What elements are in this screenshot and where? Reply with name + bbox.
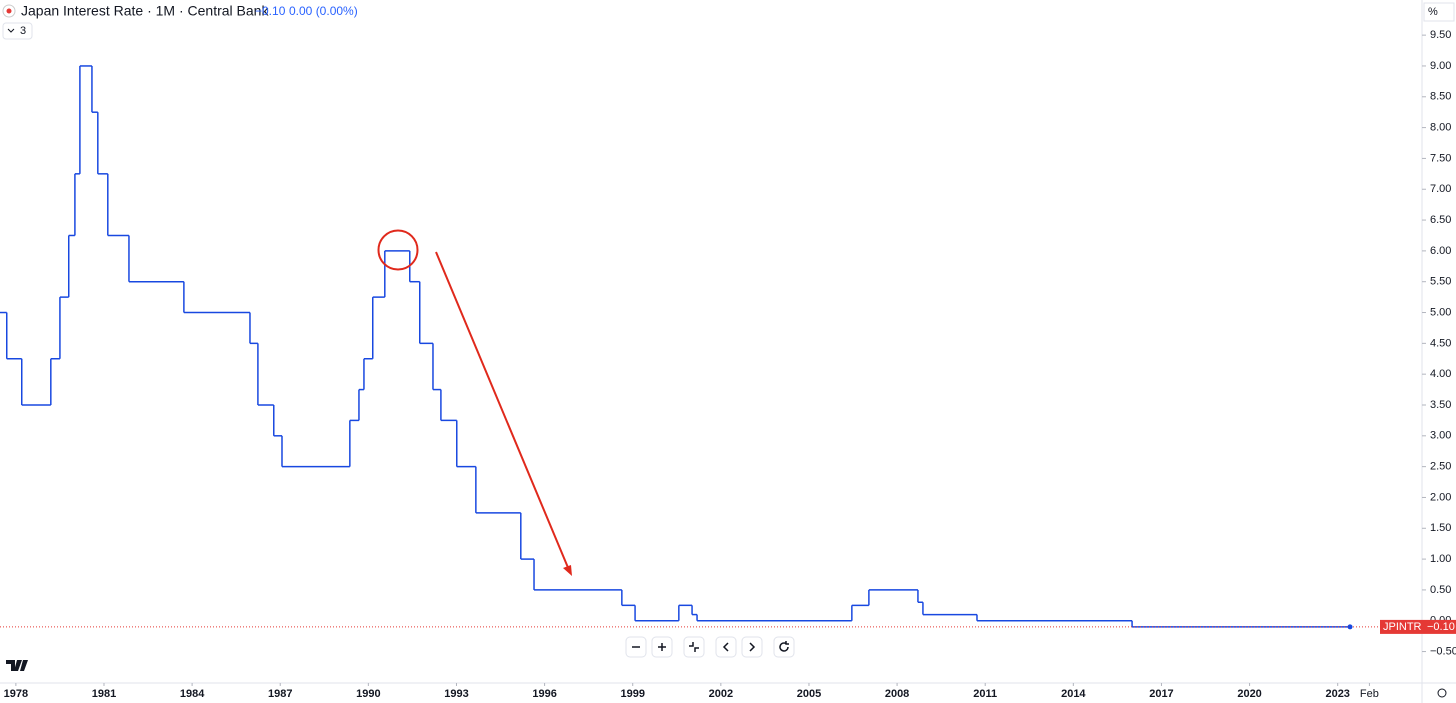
x-tick-label: 1981 bbox=[92, 688, 116, 700]
icon bbox=[658, 643, 666, 651]
y-tick-label: 6.50 bbox=[1430, 214, 1451, 226]
y-tick-label: 2.50 bbox=[1430, 461, 1451, 473]
y-tick-label: 5.50 bbox=[1430, 276, 1451, 288]
x-tick-label: Feb bbox=[1360, 688, 1379, 700]
x-tick-label: 2005 bbox=[797, 688, 821, 700]
x-tick-label: 2008 bbox=[885, 688, 909, 700]
y-tick-label: 3.00 bbox=[1430, 430, 1451, 442]
reset-chart[interactable] bbox=[773, 636, 795, 658]
x-tick-label: 2011 bbox=[973, 688, 997, 700]
indicator-count: 3 bbox=[20, 25, 26, 37]
y-tick-label: 9.50 bbox=[1430, 29, 1451, 41]
y-tick-label: 0.50 bbox=[1430, 584, 1451, 596]
header-value: −0.10 bbox=[255, 4, 286, 18]
logo bbox=[6, 660, 28, 671]
x-tick-label: 2002 bbox=[709, 688, 733, 700]
flag-dot bbox=[6, 8, 12, 14]
reset-zoom[interactable] bbox=[683, 636, 705, 658]
icon bbox=[722, 642, 729, 652]
chart-title: Japan Interest Rate · 1M · Central Bank bbox=[21, 3, 269, 19]
annotation-arrow bbox=[435, 251, 570, 571]
price-tag-value: −0.10 bbox=[1427, 621, 1455, 633]
settings-icon[interactable] bbox=[1437, 688, 1447, 698]
y-tick-label: 6.00 bbox=[1430, 245, 1451, 257]
y-tick-label: 7.00 bbox=[1430, 183, 1451, 195]
icon bbox=[779, 641, 789, 652]
y-tick-label: 8.50 bbox=[1430, 91, 1451, 103]
x-tick-label: 1987 bbox=[268, 688, 292, 700]
price-tag-symbol: JPINTR bbox=[1383, 621, 1422, 633]
toolbar bbox=[625, 636, 795, 658]
y-tick-label: 2.00 bbox=[1430, 491, 1451, 503]
x-tick-label: 1990 bbox=[356, 688, 380, 700]
x-tick-label: 2023 bbox=[1325, 688, 1349, 700]
y-tick-label: 8.00 bbox=[1430, 122, 1451, 134]
scroll-left[interactable] bbox=[715, 636, 737, 658]
y-tick-label: 1.50 bbox=[1430, 522, 1451, 534]
icon bbox=[689, 642, 699, 652]
icon bbox=[749, 642, 756, 652]
x-tick-label: 1996 bbox=[532, 688, 556, 700]
y-tick-label: −0.50 bbox=[1430, 645, 1456, 657]
x-tick-label: 1984 bbox=[180, 688, 205, 700]
y-tick-label: 7.50 bbox=[1430, 152, 1451, 164]
indicator-toggle[interactable] bbox=[2, 22, 33, 40]
y-tick-label: 1.00 bbox=[1430, 553, 1451, 565]
unit: % bbox=[1428, 6, 1438, 18]
y-tick-label: 4.50 bbox=[1430, 337, 1451, 349]
x-tick-label: 2017 bbox=[1149, 688, 1173, 700]
x-tick-label: 1993 bbox=[444, 688, 468, 700]
y-tick-label: 5.00 bbox=[1430, 306, 1451, 318]
annotation-circle bbox=[377, 229, 419, 271]
y-tick-label: 9.00 bbox=[1430, 60, 1451, 72]
x-tick-label: 1999 bbox=[620, 688, 644, 700]
header-change: 0.00 (0.00%) bbox=[289, 4, 358, 18]
y-tick-label: 3.50 bbox=[1430, 399, 1451, 411]
x-tick-label: 2014 bbox=[1061, 688, 1086, 700]
price-tag bbox=[1380, 619, 1456, 634]
arrow-head bbox=[563, 565, 572, 576]
end-point bbox=[1347, 624, 1353, 630]
y-tick-label: 4.00 bbox=[1430, 368, 1451, 380]
scroll-right[interactable] bbox=[741, 636, 763, 658]
x-tick-label: 1978 bbox=[4, 688, 28, 700]
x-tick-label: 2020 bbox=[1237, 688, 1261, 700]
chevron bbox=[7, 28, 15, 33]
unit-box[interactable] bbox=[1423, 2, 1455, 22]
